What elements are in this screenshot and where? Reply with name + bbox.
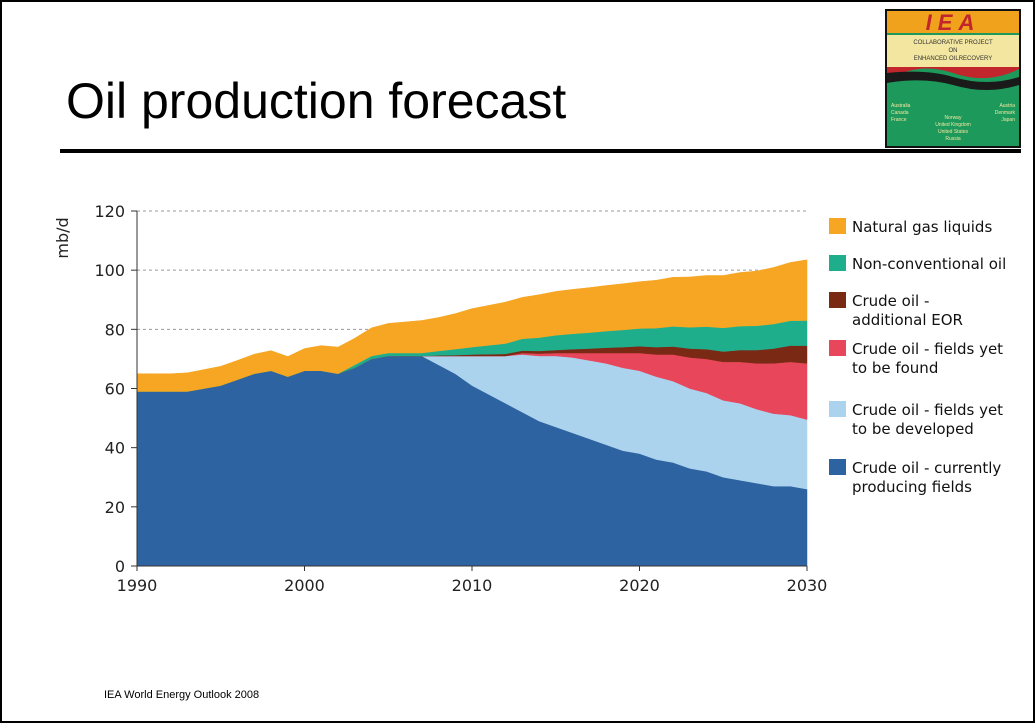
legend-label-3-0: Crude oil - fields yet (852, 340, 1003, 358)
x-tick-label-2020: 2020 (619, 576, 660, 595)
iea-logo: IEA COLLABORATIVE PROJECT ON ENHANCED OI… (885, 9, 1021, 148)
source-note: IEA World Energy Outlook 2008 (104, 689, 260, 701)
legend-label-5-0: Crude oil - currently (852, 459, 1001, 477)
y-tick-label-100: 100 (94, 261, 125, 280)
logo-black-wave (887, 71, 1019, 90)
slide-title: Oil production forecast (66, 73, 567, 129)
x-tick-label-2010: 2010 (452, 576, 493, 595)
legend-swatch-0 (829, 218, 846, 234)
legend-swatch-5 (829, 459, 846, 475)
logo-red-wave (887, 67, 1019, 81)
logo-country-c3: United States (938, 129, 969, 135)
logo-country-r1: Austria (999, 103, 1015, 109)
y-axis-label: mb/d (53, 217, 72, 258)
legend-label-1-0: Non-conventional oil (852, 255, 1006, 273)
legend-label-2-0: Crude oil - (852, 292, 929, 310)
legend-label-4-0: Crude oil - fields yet (852, 401, 1003, 419)
y-tick-label-120: 120 (94, 202, 125, 221)
logo-country-l1: Australia (891, 103, 911, 109)
legend-label-5-1: producing fields (852, 478, 972, 496)
legend-swatch-2 (829, 292, 846, 308)
stacked-areas (136, 259, 808, 567)
axes: 0 20 40 60 80 100 120 1990 2000 2010 2020 2030 mb/d (53, 202, 827, 595)
logo-line-1: COLLABORATIVE PROJECT (913, 40, 993, 46)
y-tick-label-40: 40 (105, 439, 125, 458)
area-series-5 (136, 259, 808, 392)
legend-swatch-1 (829, 255, 846, 271)
legend: Natural gas liquids Non-conventional oil C… (829, 218, 1006, 496)
legend-swatch-3 (829, 340, 846, 356)
logo-letters: IEA (926, 11, 981, 35)
logo-country-c2: United Kingdom (935, 122, 971, 128)
legend-label-3-1: to be found (852, 359, 938, 377)
logo-country-c1: Norway (945, 115, 962, 121)
legend-label-2-1: additional EOR (852, 311, 963, 329)
legend-label-0-0: Natural gas liquids (852, 218, 992, 236)
logo-country-l2: Canada (891, 110, 909, 116)
x-tick-label-2000: 2000 (284, 576, 325, 595)
legend-label-4-1: to be developed (852, 420, 974, 438)
logo-top-band (887, 11, 1019, 33)
y-tick-label-0: 0 (115, 557, 125, 576)
logo-line-2: ON (949, 48, 958, 54)
title-underline (60, 149, 1021, 153)
y-tick-label-20: 20 (105, 498, 125, 517)
x-tick-label-1990: 1990 (117, 576, 158, 595)
logo-country-r2: Denmark (995, 110, 1016, 116)
legend-swatch-4 (829, 401, 846, 417)
x-tick-label-2030: 2030 (787, 576, 828, 595)
logo-line-3: ENHANCED OILRECOVERY (914, 56, 993, 62)
logo-country-c4: Russia (945, 136, 961, 142)
logo-text-band (887, 35, 1019, 67)
logo-country-r3: Japan (1001, 117, 1015, 123)
y-tick-label-60: 60 (105, 380, 125, 399)
logo-country-l3: France (891, 117, 907, 123)
y-tick-label-80: 80 (105, 320, 125, 339)
